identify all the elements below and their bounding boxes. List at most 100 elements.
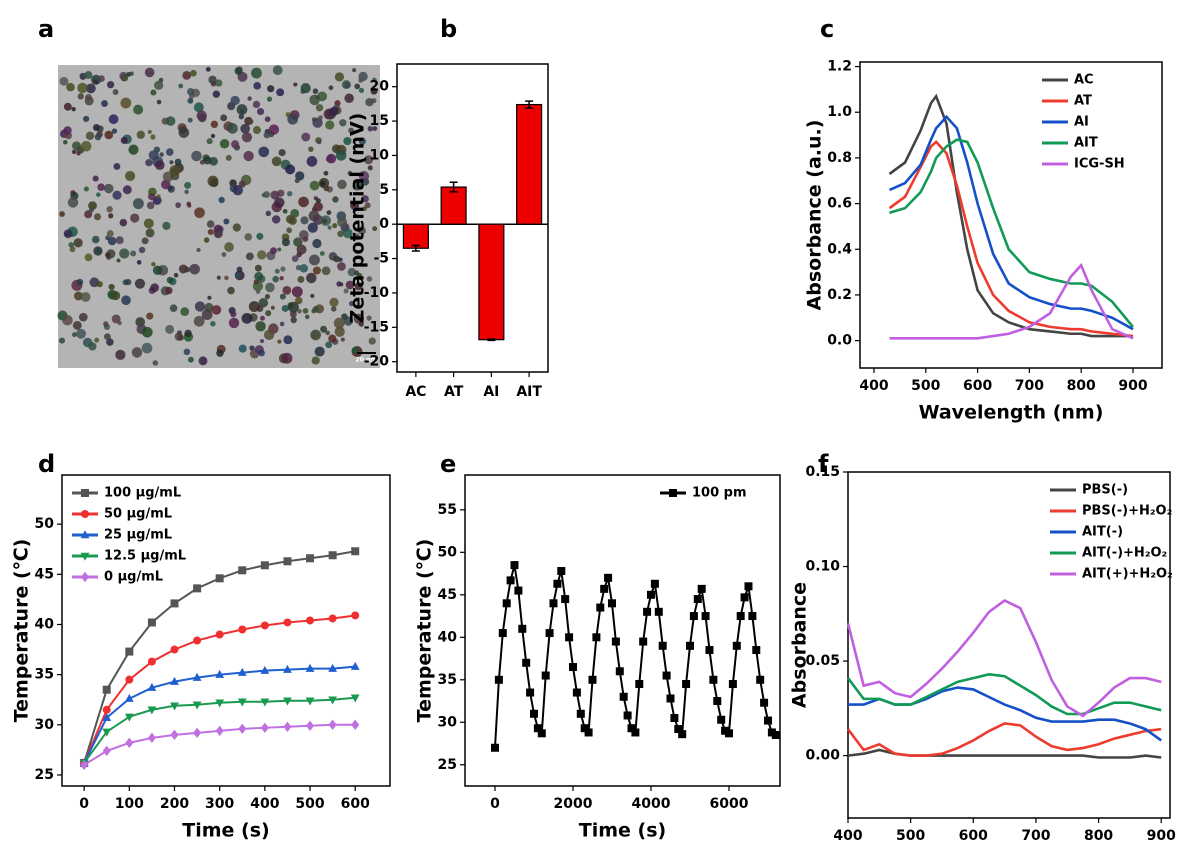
marker bbox=[192, 672, 202, 681]
marker bbox=[494, 675, 503, 684]
marker bbox=[643, 607, 652, 616]
nanoparticle bbox=[187, 97, 194, 104]
marker bbox=[588, 675, 597, 684]
marker bbox=[701, 612, 710, 621]
nanoparticle bbox=[268, 124, 280, 135]
y-tick-label: 55 bbox=[438, 502, 457, 518]
nanoparticle bbox=[290, 208, 300, 218]
nanoparticle bbox=[289, 310, 297, 318]
nanoparticle bbox=[94, 337, 100, 343]
nanoparticle bbox=[230, 95, 240, 106]
nanoparticle bbox=[166, 276, 174, 284]
nanoparticle bbox=[169, 165, 181, 177]
nanoparticle bbox=[274, 268, 280, 274]
marker bbox=[238, 625, 247, 634]
nanoparticle bbox=[256, 232, 264, 240]
nanoparticle bbox=[69, 246, 76, 253]
nanoparticle bbox=[125, 278, 132, 286]
nanoparticle bbox=[272, 275, 280, 283]
nanoparticle bbox=[88, 201, 97, 210]
x-tick-label: 600 bbox=[959, 828, 988, 844]
nanoparticle bbox=[340, 337, 345, 342]
nanoparticle bbox=[325, 341, 333, 349]
nanoparticle bbox=[227, 122, 238, 134]
nanoparticle bbox=[297, 275, 305, 283]
y-axis-label: Temperature (℃) bbox=[11, 539, 33, 723]
nanoparticle bbox=[96, 248, 102, 254]
marker bbox=[724, 729, 733, 738]
marker bbox=[545, 629, 554, 638]
nanoparticle bbox=[219, 139, 230, 149]
nanoparticle bbox=[184, 181, 192, 189]
nanoparticle bbox=[117, 321, 122, 326]
nanoparticle bbox=[282, 285, 292, 295]
marker bbox=[631, 728, 640, 737]
nanoparticle bbox=[218, 196, 225, 204]
marker bbox=[215, 630, 224, 639]
nanoparticle bbox=[276, 88, 285, 97]
legend-label: AT bbox=[1074, 94, 1092, 109]
nanoparticle bbox=[232, 223, 241, 232]
nanoparticle bbox=[196, 247, 201, 253]
x-axis-label: Wavelength/nm bbox=[925, 852, 1093, 853]
nanoparticle bbox=[59, 76, 69, 86]
nanoparticle bbox=[294, 178, 300, 184]
marker bbox=[260, 722, 269, 734]
nanoparticle bbox=[295, 171, 305, 181]
x-tick-label: 900 bbox=[1118, 378, 1147, 394]
marker bbox=[561, 595, 570, 604]
nanoparticle bbox=[285, 164, 296, 175]
nanoparticle bbox=[327, 225, 332, 230]
nanoparticle bbox=[132, 198, 144, 210]
marker bbox=[283, 721, 292, 733]
y-tick-label: 50 bbox=[35, 516, 55, 532]
nanoparticle bbox=[133, 104, 144, 115]
nanoparticle bbox=[341, 313, 348, 320]
x-tick-label: 0 bbox=[490, 796, 500, 812]
nanoparticle bbox=[264, 116, 271, 123]
nanoparticle bbox=[302, 236, 309, 242]
nanoparticle bbox=[106, 80, 115, 89]
series-line bbox=[889, 262, 1134, 340]
nanoparticle bbox=[271, 156, 282, 167]
x-tick-label: AIT bbox=[516, 384, 542, 400]
panel-label: b bbox=[440, 15, 457, 43]
marker bbox=[678, 730, 687, 739]
nanoparticle bbox=[119, 248, 130, 259]
nanoparticle bbox=[325, 330, 330, 336]
marker bbox=[238, 723, 247, 735]
nanoparticle bbox=[59, 337, 66, 344]
marker bbox=[533, 724, 542, 733]
marker bbox=[81, 489, 89, 497]
nanoparticle bbox=[344, 93, 354, 103]
marker bbox=[568, 663, 577, 672]
y-tick-label: -5 bbox=[373, 251, 389, 267]
nanoparticle bbox=[96, 280, 103, 288]
nanoparticle bbox=[97, 183, 105, 191]
nanoparticle bbox=[146, 312, 154, 320]
nanoparticle bbox=[62, 314, 73, 326]
error-bar bbox=[487, 338, 496, 342]
marker bbox=[584, 728, 593, 737]
nanoparticle bbox=[253, 82, 262, 90]
nanoparticle bbox=[194, 301, 206, 312]
nanoparticle bbox=[343, 288, 349, 294]
nanoparticle bbox=[150, 89, 157, 96]
plot-frame bbox=[396, 63, 549, 373]
marker bbox=[728, 680, 737, 689]
marker bbox=[215, 699, 225, 708]
nanoparticle bbox=[244, 233, 253, 241]
nanoparticle bbox=[112, 89, 119, 95]
nanoparticle bbox=[184, 329, 192, 338]
marker bbox=[752, 646, 761, 655]
marker bbox=[124, 693, 134, 702]
marker bbox=[237, 698, 247, 707]
nanoparticle bbox=[358, 137, 366, 145]
nanoparticle bbox=[63, 139, 68, 145]
y-tick-label: 0 bbox=[379, 216, 389, 232]
nanoparticle bbox=[372, 226, 378, 232]
legend-label: PBS(-)+H₂O₂ bbox=[1082, 504, 1172, 519]
y-tick-label: 10 bbox=[370, 147, 390, 163]
y-tick-label: 45 bbox=[438, 587, 457, 603]
